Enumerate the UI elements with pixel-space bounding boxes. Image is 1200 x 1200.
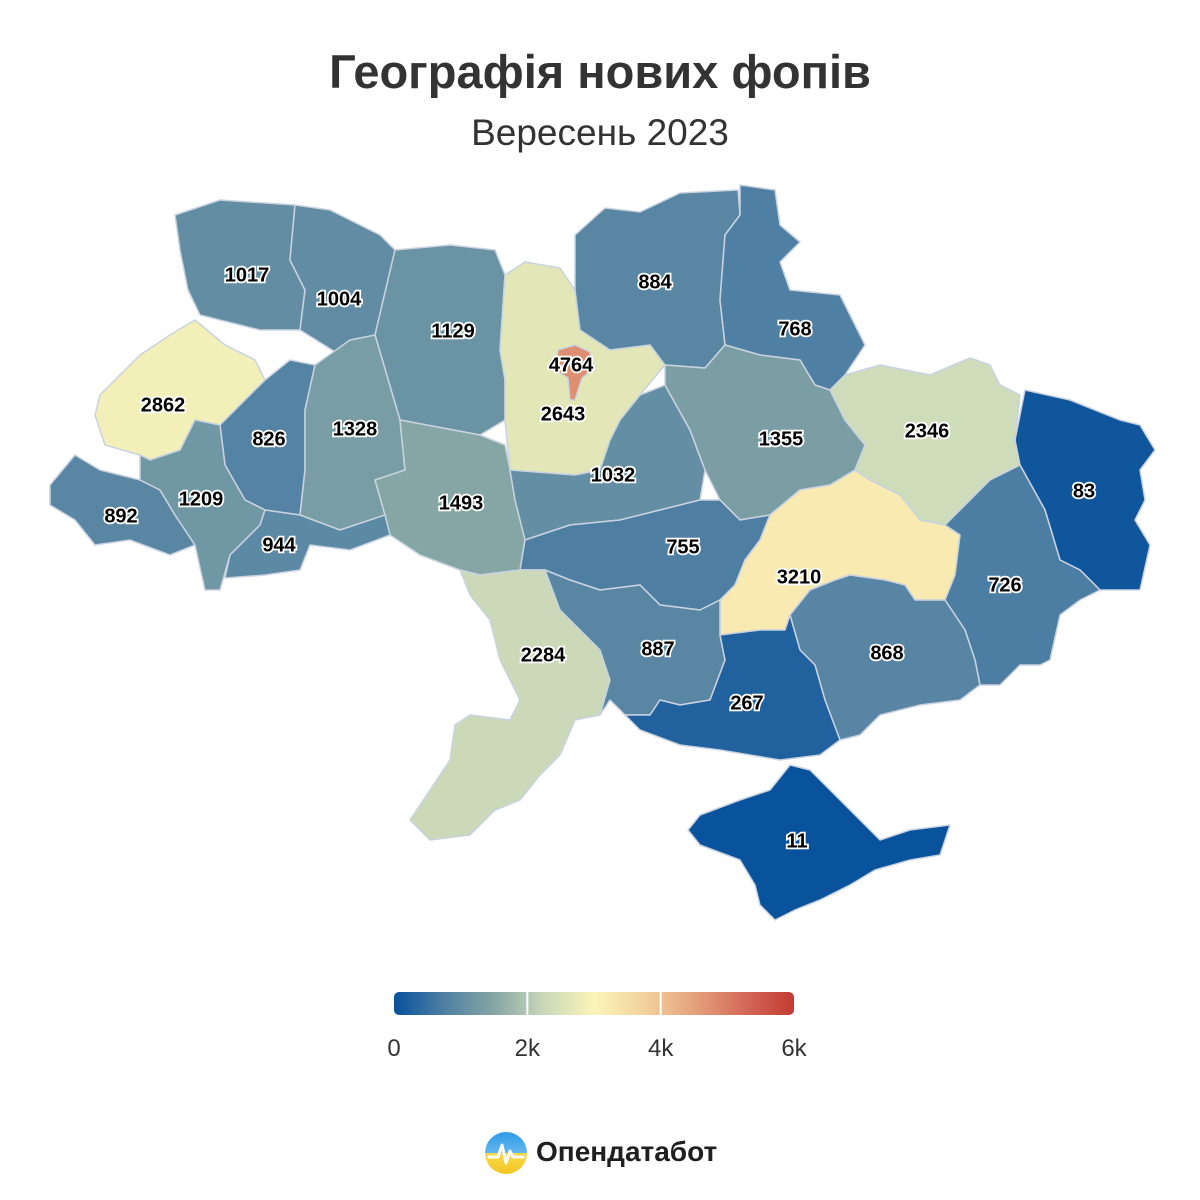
region-label-crimea: 11 bbox=[786, 830, 807, 852]
legend-tick-label: 2k bbox=[515, 1035, 541, 1062]
legend-gradient-bar bbox=[394, 992, 794, 1015]
region-label-odesa: 2284 bbox=[521, 644, 566, 666]
region-label-zhytomyr: 1129 bbox=[431, 320, 474, 342]
region-label-dnipropetrovsk: 3210 bbox=[777, 566, 822, 588]
region-label-cherkasy: 1032 bbox=[591, 464, 636, 486]
region-labels: 1017 1004 1129 4764 2643 884 768 2862 82… bbox=[103, 263, 1097, 855]
region-label-kyiv-city: 4764 bbox=[549, 354, 594, 376]
map-subtitle: Вересень 2023 bbox=[471, 112, 729, 153]
region-label-kyiv-oblast: 2643 bbox=[541, 403, 586, 425]
region-label-luhansk: 83 bbox=[1073, 480, 1095, 502]
map-title: Географія нових фопів bbox=[329, 45, 871, 98]
region-label-rivne: 1004 bbox=[317, 288, 362, 310]
region-label-volyn: 1017 bbox=[225, 264, 270, 286]
region-kherson[interactable] bbox=[624, 614, 841, 761]
region-label-chernivtsi: 944 bbox=[262, 534, 296, 556]
region-label-kherson: 267 bbox=[730, 692, 763, 714]
region-label-khmelnytskyi: 1328 bbox=[333, 418, 378, 440]
region-label-mykolaiv: 887 bbox=[641, 638, 674, 660]
region-label-poltava: 1355 bbox=[759, 428, 804, 450]
region-label-vinnytsia: 1493 bbox=[439, 492, 484, 514]
region-label-zaporizhzhia: 868 bbox=[870, 642, 903, 664]
legend-tick-label: 6k bbox=[781, 1035, 807, 1062]
region-label-ternopil: 826 bbox=[252, 428, 285, 450]
opendatabot-logo-icon bbox=[485, 1132, 527, 1174]
region-label-ivano-frankivsk: 1209 bbox=[179, 488, 224, 510]
legend-tick-label: 0 bbox=[387, 1035, 400, 1062]
region-label-chernihiv: 884 bbox=[638, 271, 672, 293]
legend-ticks: 0 2k 4k 6k bbox=[387, 992, 808, 1062]
region-label-kharkiv: 2346 bbox=[905, 420, 950, 442]
region-crimea[interactable] bbox=[687, 764, 951, 921]
region-chernivtsi[interactable] bbox=[224, 509, 391, 579]
region-shapes bbox=[49, 184, 1156, 921]
region-label-sumy: 768 bbox=[778, 318, 811, 340]
region-label-zakarpattia: 892 bbox=[104, 505, 137, 527]
opendatabot-logo-text: Опендатабот bbox=[536, 1136, 718, 1167]
region-label-donetsk: 726 bbox=[988, 574, 1021, 596]
legend-tick-label: 4k bbox=[648, 1035, 674, 1062]
region-kyiv-city[interactable] bbox=[554, 344, 593, 401]
region-label-kirovohrad: 755 bbox=[666, 536, 699, 558]
region-label-lviv: 2862 bbox=[141, 394, 186, 416]
color-legend: 0 2k 4k 6k bbox=[387, 992, 808, 1062]
